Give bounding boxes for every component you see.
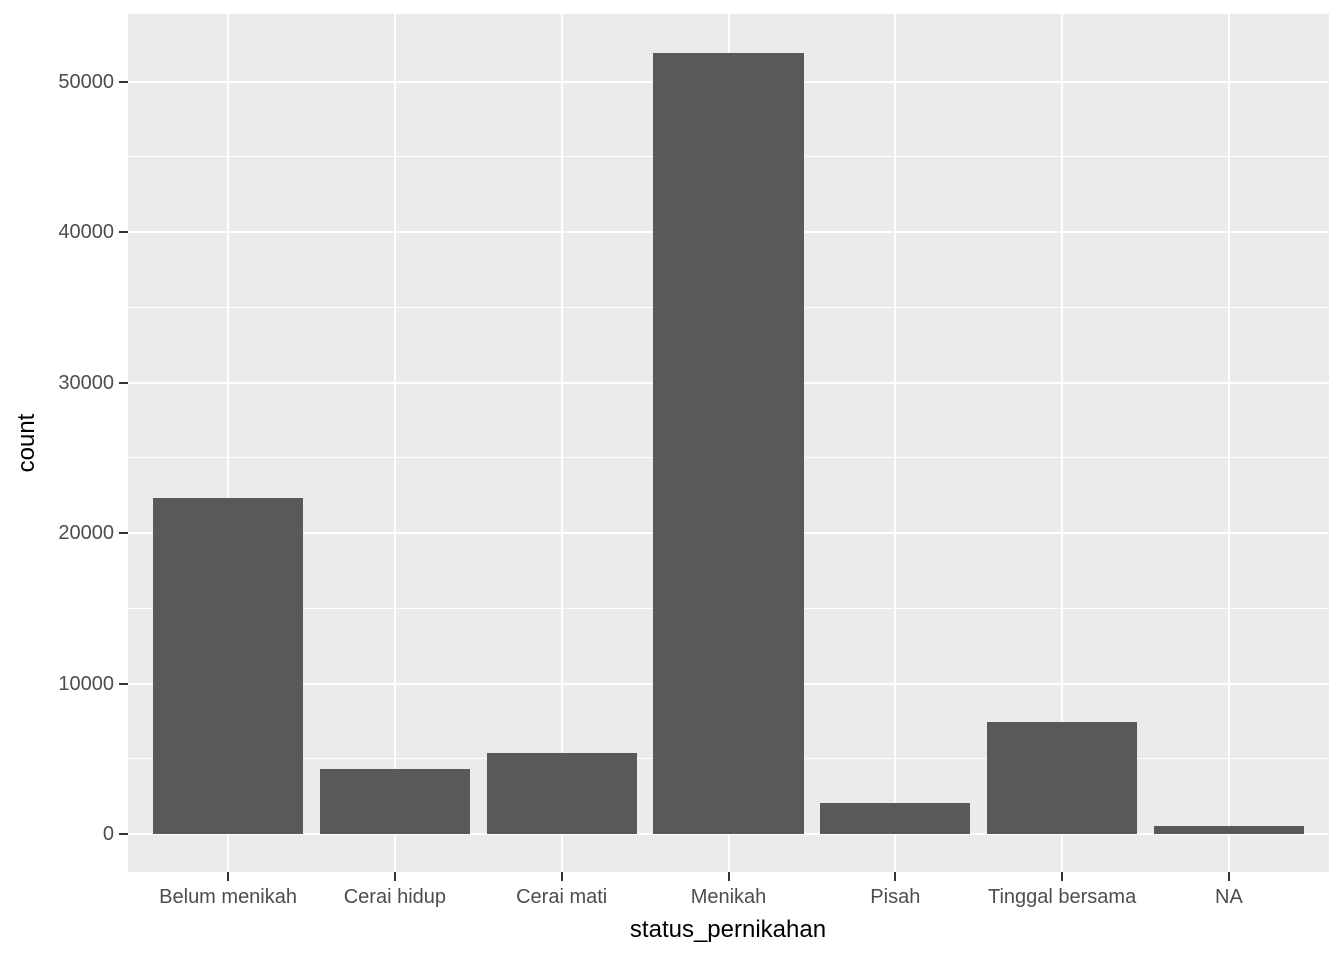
y-tick-mark bbox=[119, 381, 128, 384]
bar-cerai-hidup bbox=[319, 769, 470, 834]
x-axis-title: status_pernikahan bbox=[629, 916, 827, 943]
y-tick-mark bbox=[119, 80, 128, 83]
x-tick-label: Menikah bbox=[690, 886, 767, 908]
x-tick-mark bbox=[227, 872, 230, 881]
x-tick-mark bbox=[727, 872, 730, 881]
x-tick-label: Pisah bbox=[870, 886, 921, 908]
y-tick-label: 40000 bbox=[58, 221, 114, 243]
y-tick-label: 10000 bbox=[58, 672, 114, 695]
y-tick-label: 0 bbox=[102, 823, 114, 845]
y-tick-mark bbox=[119, 682, 128, 685]
x-tick-mark bbox=[1227, 872, 1230, 881]
y-axis-title: count bbox=[13, 413, 40, 473]
bar-na bbox=[1153, 826, 1304, 834]
category-gridline bbox=[894, 14, 897, 872]
x-tick-label: Belum menikah bbox=[159, 886, 297, 908]
bar-tinggal-bersama bbox=[987, 722, 1138, 834]
x-tick-mark bbox=[1061, 872, 1064, 881]
x-tick-mark bbox=[894, 872, 897, 881]
y-tick-mark bbox=[119, 833, 128, 835]
bar-belum-menikah bbox=[153, 498, 304, 834]
x-tick-label: Cerai hidup bbox=[343, 886, 447, 908]
y-tick-mark bbox=[119, 231, 128, 233]
bar-menikah bbox=[653, 52, 804, 834]
x-tick-mark bbox=[393, 872, 396, 881]
y-tick-label: 30000 bbox=[58, 371, 114, 394]
category-gridline bbox=[1061, 14, 1064, 872]
bar-pisah bbox=[820, 802, 971, 834]
category-gridline bbox=[227, 14, 230, 872]
y-tick-label: 50000 bbox=[58, 70, 114, 93]
x-tick-mark bbox=[560, 872, 563, 881]
category-gridline bbox=[1227, 14, 1230, 872]
x-tick-label: Cerai mati bbox=[516, 886, 608, 908]
x-tick-label: NA bbox=[1215, 886, 1243, 908]
x-tick-label: Tinggal bersama bbox=[987, 886, 1137, 908]
y-tick-mark bbox=[119, 532, 128, 534]
category-gridline bbox=[560, 14, 563, 872]
y-tick-label: 20000 bbox=[58, 522, 114, 544]
plot-panel bbox=[128, 14, 1329, 872]
bar-cerai-mati bbox=[486, 752, 637, 834]
category-gridline bbox=[393, 14, 396, 872]
